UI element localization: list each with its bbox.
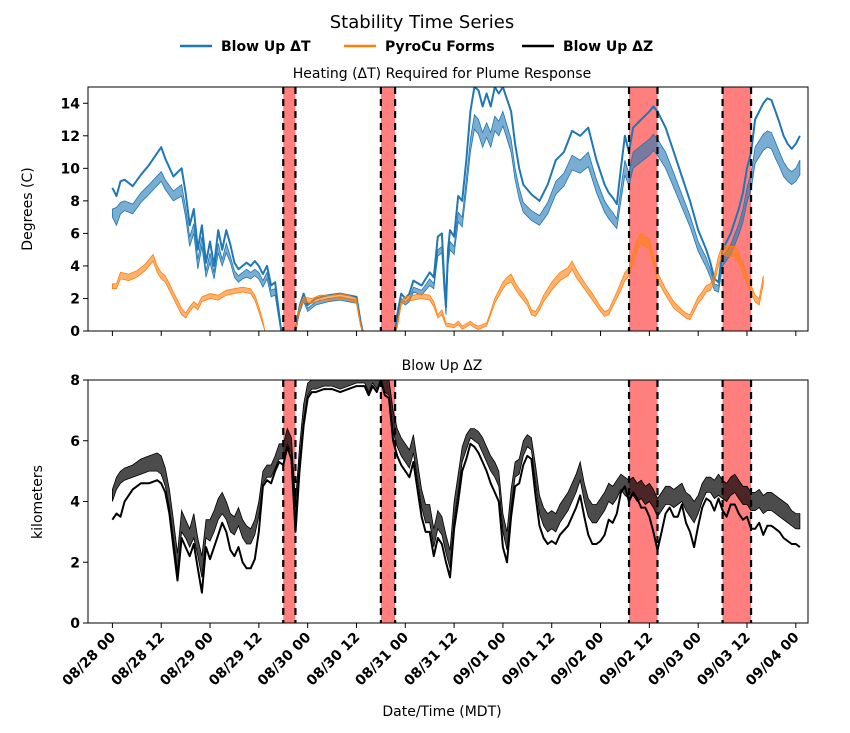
bottom-y-axis-label: kilometers	[30, 465, 46, 539]
bottom-y-tick-label-0: 0	[70, 616, 80, 632]
top-red-span-1	[380, 87, 396, 331]
bottom-y-tick-label-2: 4	[70, 495, 80, 511]
top-y-tick-label-5: 10	[61, 161, 81, 177]
top-series-0-line3	[394, 87, 801, 331]
top-y-tick-label-0: 0	[70, 324, 80, 340]
top-series-0-band2	[295, 296, 363, 331]
legend-label-blowup-dt: Blow Up ΔT	[221, 39, 311, 55]
bottom-series-0-line	[111, 380, 801, 594]
top-axes-frame	[87, 86, 809, 332]
top-y-tick-label-4: 8	[70, 194, 80, 210]
x-axis-label: Date/Time (MDT)	[382, 704, 501, 720]
figure-title: Stability Time Series	[330, 12, 515, 33]
top-red-span-2	[629, 87, 658, 331]
x-tick-label-14: 09/04 00	[743, 629, 803, 689]
top-plot-area	[111, 87, 801, 331]
bottom-panel-title: Blow Up ΔZ	[402, 358, 483, 374]
top-series-1-band3	[394, 232, 764, 331]
legend-label-pyrocu: PyroCu Forms	[385, 39, 495, 55]
bottom-panel-plot: 0 2 4 6 8	[70, 373, 809, 632]
bottom-red-span-1	[380, 380, 396, 623]
legend: Blow Up ΔT PyroCu Forms Blow Up ΔZ	[180, 39, 653, 55]
top-panel-title: Heating (ΔT) Required for Plume Response	[293, 66, 591, 82]
top-y-axis-label: Degrees (C)	[20, 167, 36, 250]
top-y-tick-label-6: 12	[61, 129, 80, 145]
top-y-tick-label-3: 6	[70, 226, 80, 242]
bottom-y-tick-label-3: 6	[70, 434, 80, 450]
top-y-tick-label-2: 4	[70, 259, 80, 275]
top-panel-plot: 0 2 4 6 8 10 12 14	[61, 86, 809, 340]
top-y-tick-label-1: 2	[70, 291, 80, 307]
bottom-y-tick-label-1: 2	[70, 555, 80, 571]
top-series-1-band	[112, 253, 266, 331]
top-y-tick-label-7: 14	[61, 96, 81, 112]
top-series-1-band2	[295, 293, 363, 331]
bottom-plot-area	[111, 380, 801, 623]
bottom-y-tick-label-4: 8	[70, 373, 80, 389]
bottom-series-0-band	[112, 380, 801, 578]
top-red-span-3	[722, 87, 752, 331]
top-series-0-line	[111, 146, 283, 331]
top-red-span-0	[283, 87, 296, 331]
legend-label-blowup-dz: Blow Up ΔZ	[563, 39, 653, 55]
top-series-0-band3	[394, 110, 801, 331]
